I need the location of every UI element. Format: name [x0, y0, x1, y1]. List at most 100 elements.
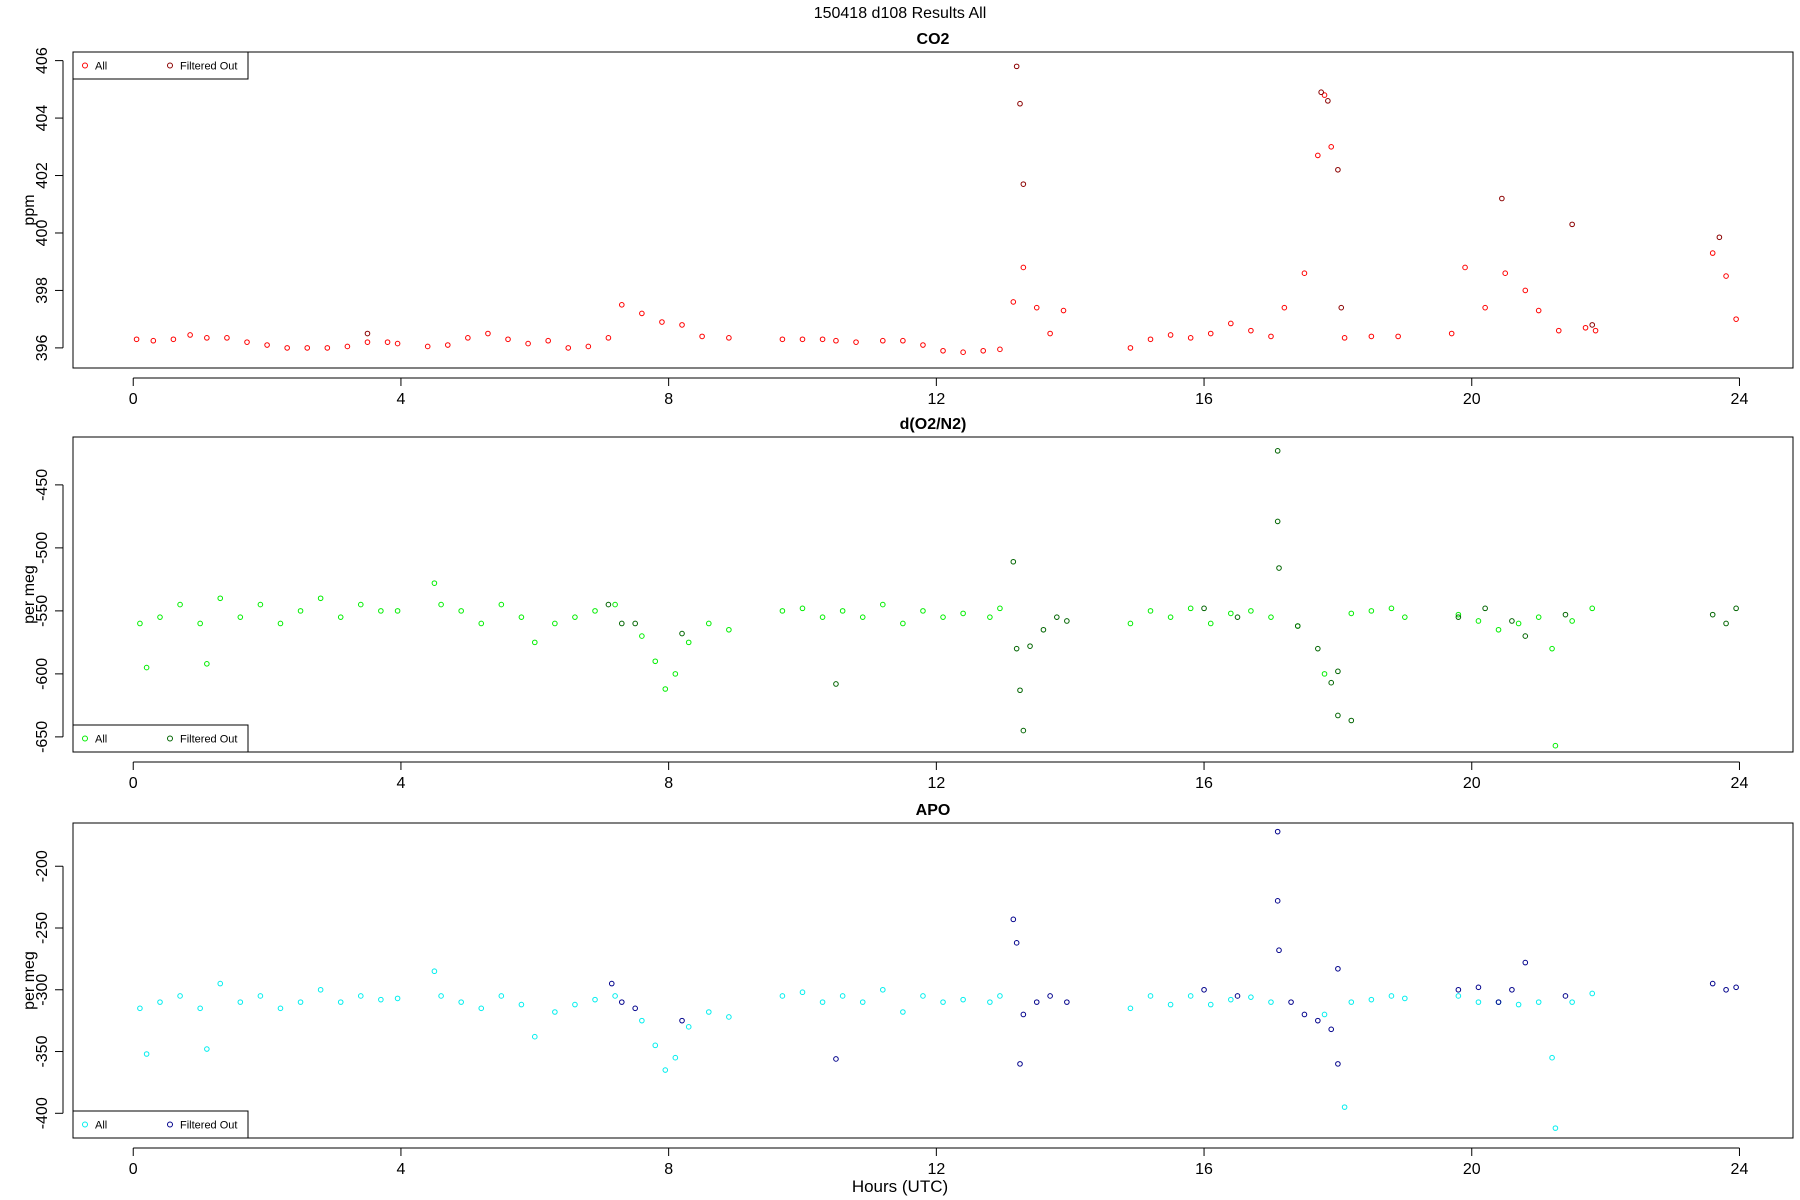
y-tick-label: -500	[34, 532, 51, 564]
y-tick-label: -350	[34, 1035, 51, 1067]
data-point	[531, 639, 538, 646]
data-point	[1315, 645, 1321, 652]
data-point	[1060, 307, 1067, 314]
data-point	[1301, 270, 1308, 277]
data-point	[1147, 993, 1154, 999]
data-point	[277, 1005, 284, 1012]
data-point	[565, 345, 572, 351]
data-point	[833, 681, 839, 687]
data-point	[1341, 1104, 1348, 1110]
data-point	[1733, 605, 1739, 612]
data-point	[277, 620, 284, 627]
data-point	[1335, 668, 1341, 675]
data-point	[1274, 448, 1281, 454]
data-point	[1027, 643, 1033, 649]
data-point	[1301, 1011, 1308, 1018]
data-point	[779, 993, 786, 999]
data-point	[394, 995, 401, 1002]
data-point	[1569, 999, 1575, 1005]
y-tick-label: 402	[34, 162, 51, 189]
data-point	[1552, 1125, 1559, 1131]
x-tick-label: 0	[129, 1161, 138, 1178]
data-point	[378, 608, 384, 614]
data-point	[1167, 1001, 1174, 1008]
data-point	[197, 620, 203, 627]
data-point	[819, 999, 826, 1005]
data-point	[1475, 618, 1482, 624]
data-point	[1010, 558, 1017, 565]
data-point	[1020, 264, 1027, 271]
data-point	[1733, 984, 1739, 991]
page-title: 150418 d108 Results All	[814, 5, 987, 22]
data-point	[799, 989, 806, 996]
data-point	[1395, 333, 1401, 340]
data-point	[672, 671, 679, 677]
data-point	[1709, 250, 1716, 256]
data-point	[1388, 605, 1395, 612]
data-point	[197, 1005, 203, 1012]
data-point	[1535, 307, 1542, 314]
data-point	[1228, 996, 1234, 1003]
series-filtered-out	[605, 448, 1739, 734]
data-point	[1127, 345, 1134, 351]
y-tick-label: 400	[34, 220, 51, 247]
legend-marker	[82, 1121, 88, 1128]
data-point	[1234, 614, 1241, 620]
data-point	[1064, 999, 1070, 1005]
x-tick-label: 4	[396, 775, 405, 792]
data-point	[1515, 620, 1522, 627]
legend-box	[72, 51, 249, 80]
data-point	[552, 1009, 558, 1015]
data-point	[1723, 986, 1729, 993]
data-point	[605, 601, 612, 608]
data-point	[478, 620, 485, 627]
x-tick-label: 0	[129, 775, 138, 792]
data-point	[157, 999, 163, 1005]
data-point	[1201, 605, 1207, 612]
data-point	[608, 980, 615, 987]
data-point	[1709, 611, 1716, 618]
data-point	[900, 1009, 906, 1015]
y-tick-label: -400	[34, 1097, 51, 1129]
data-point	[204, 661, 210, 667]
x-tick-label: 20	[1463, 1161, 1481, 1178]
data-point	[133, 336, 140, 343]
y-axis-label: per meg	[21, 951, 38, 1010]
data-point	[1338, 304, 1345, 311]
data-point	[1515, 1001, 1522, 1008]
data-point	[1013, 63, 1020, 70]
data-point	[1187, 993, 1194, 999]
data-point	[1455, 611, 1462, 618]
data-point	[1274, 518, 1281, 525]
data-point	[1187, 605, 1194, 612]
data-point	[799, 605, 806, 612]
data-point	[1315, 1017, 1321, 1024]
data-point	[1248, 994, 1254, 1000]
x-tick-label: 12	[927, 775, 945, 792]
data-point	[485, 330, 491, 337]
legend: All Filtered Out	[72, 51, 249, 80]
data-point	[1402, 614, 1408, 620]
legend-marker	[82, 735, 88, 742]
data-point	[1335, 965, 1341, 972]
data-point	[1455, 986, 1462, 993]
x-tick-label: 20	[1463, 391, 1481, 408]
data-point	[1167, 332, 1174, 338]
data-point	[1328, 679, 1335, 686]
data-point	[137, 1005, 143, 1012]
y-tick-label: 396	[34, 334, 51, 361]
data-point	[170, 336, 177, 343]
data-point	[1589, 322, 1596, 328]
data-point	[1017, 100, 1023, 107]
data-point	[987, 614, 993, 620]
y-tick-label: -450	[34, 469, 51, 501]
data-point	[224, 335, 230, 341]
data-point	[1509, 618, 1515, 624]
data-point	[1335, 1061, 1341, 1067]
data-point	[1274, 828, 1281, 835]
data-point	[364, 339, 371, 345]
data-point	[997, 993, 1003, 999]
data-point	[525, 340, 531, 347]
data-point	[1482, 304, 1488, 311]
